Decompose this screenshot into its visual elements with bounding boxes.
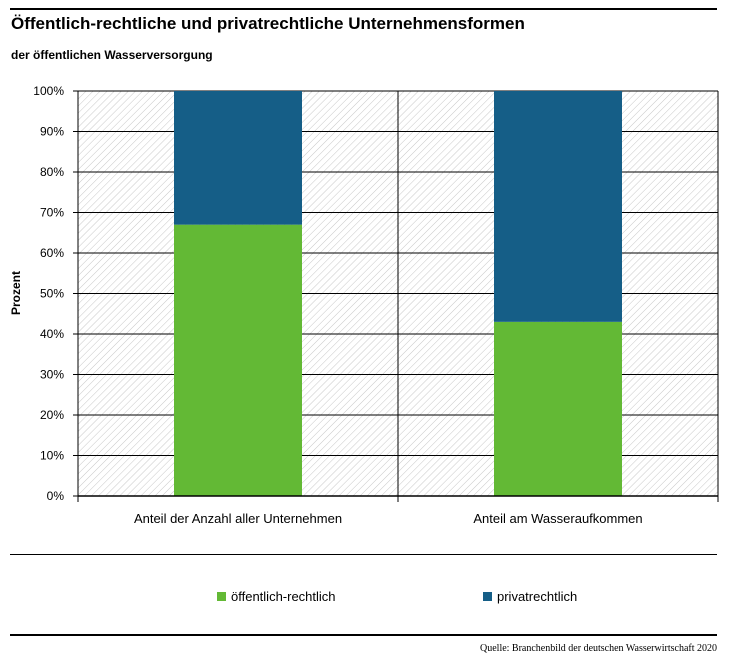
bottom-rule [10,634,717,636]
y-tick-label: 50% [40,287,64,301]
chart-subtitle: der öffentlichen Wasserversorgung [11,48,213,62]
y-tick-label: 60% [40,246,64,260]
legend-item-oeffentlich: öffentlich-rechtlich [217,588,336,604]
x-category-label: Anteil am Wasseraufkommen [473,511,642,526]
bar-segment-privat-1 [174,91,302,225]
top-rule [10,8,717,10]
y-axis-label: Prozent [9,271,23,315]
separator-rule [10,554,717,555]
y-tick-label: 0% [47,489,65,503]
y-tick-label: 70% [40,206,64,220]
legend-item-privat: privatrechtlich [483,588,577,604]
stacked-bar-chart: 0% 10% 20% 30% 40% 50% 60% 70% 80% 90% 100% Anteil… [9,84,719,526]
legend-swatch-privat [483,591,492,601]
y-tick-label: 90% [40,125,64,139]
bar-segment-privat-2 [494,91,622,322]
source-note: Quelle: Branchenbild der deutschen Wasse… [480,643,717,654]
y-tick-label: 30% [40,368,64,382]
bar-segment-oeffentlich-1 [174,224,302,496]
legend-swatch-oeffentlich [217,591,226,601]
legend-label-oeffentlich: öffentlich-rechtlich [231,588,336,604]
chart-title: Öffentlich-rechtliche und privatrechtlic… [11,14,525,33]
y-tick-label: 10% [40,449,64,463]
y-tick-label: 40% [40,327,64,341]
y-tick-label: 100% [33,84,64,98]
y-tick-label: 20% [40,408,64,422]
legend-label-privat: privatrechtlich [497,588,578,604]
bar-segment-oeffentlich-2 [494,321,622,496]
x-category-label: Anteil der Anzahl aller Unternehmen [134,511,342,526]
y-tick-label: 80% [40,165,64,179]
